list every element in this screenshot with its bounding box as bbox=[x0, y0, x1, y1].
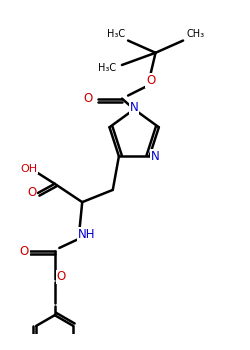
Text: O: O bbox=[146, 74, 156, 87]
Text: O: O bbox=[20, 245, 29, 258]
Text: O: O bbox=[27, 187, 36, 199]
Text: H₃C: H₃C bbox=[107, 29, 125, 40]
Text: O: O bbox=[84, 92, 93, 105]
Text: N: N bbox=[130, 101, 138, 114]
Text: CH₃: CH₃ bbox=[186, 29, 204, 40]
Text: NH: NH bbox=[78, 228, 96, 241]
Text: H₃C: H₃C bbox=[98, 63, 116, 73]
Text: OH: OH bbox=[20, 163, 37, 174]
Text: N: N bbox=[150, 150, 159, 163]
Text: O: O bbox=[57, 271, 66, 284]
